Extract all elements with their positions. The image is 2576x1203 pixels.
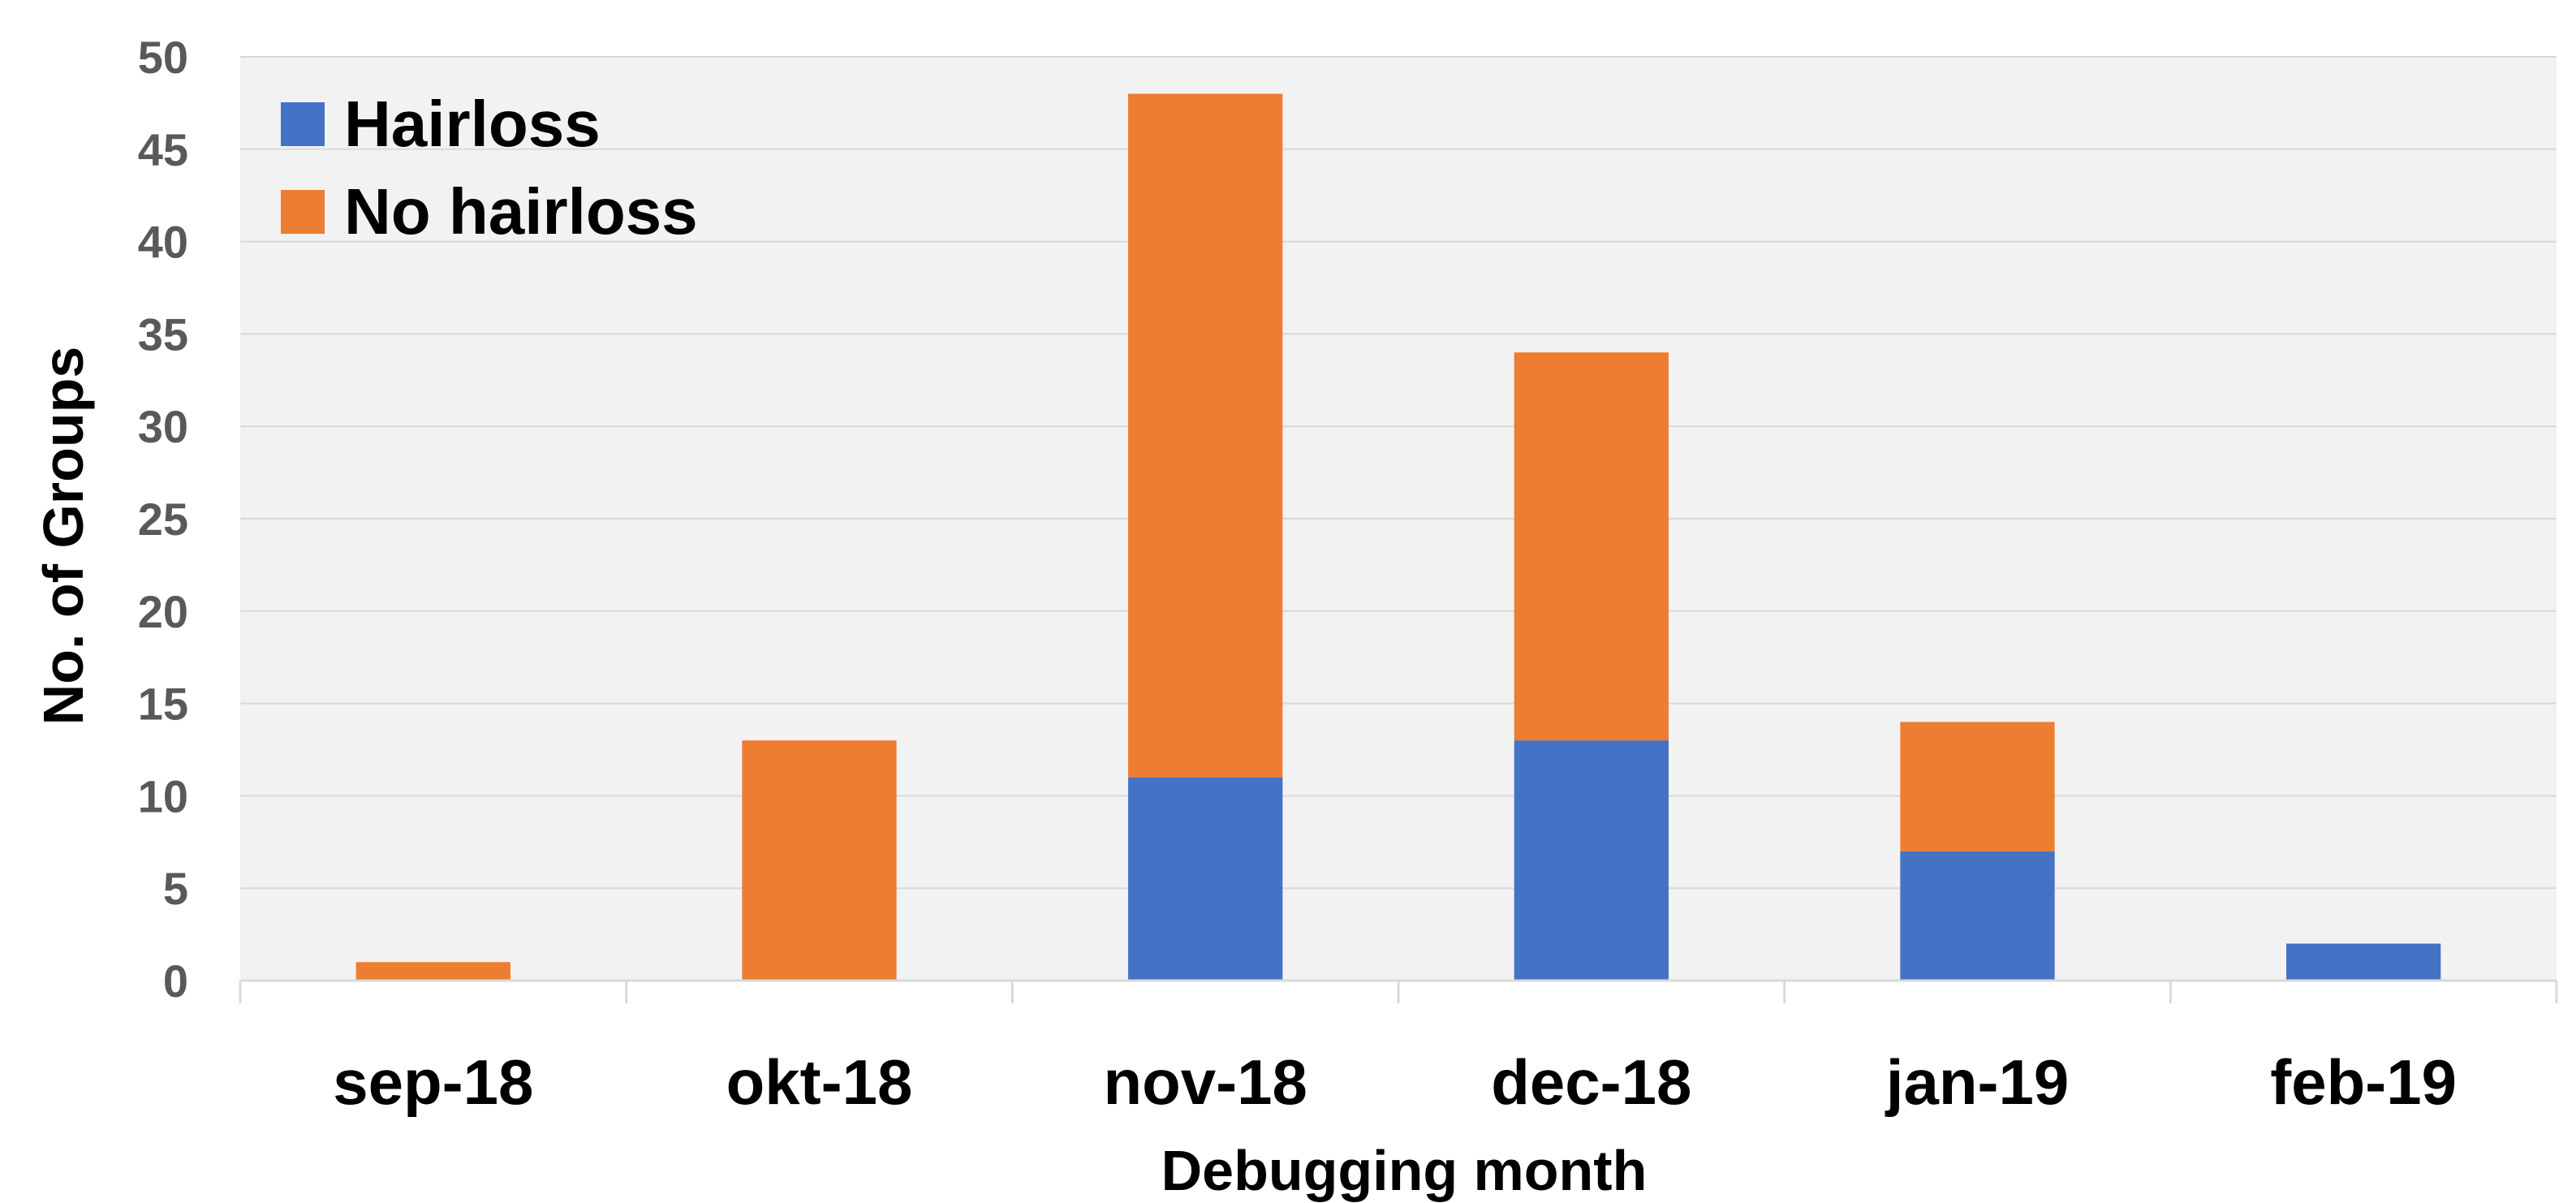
y-tick-label: 50 bbox=[138, 32, 188, 83]
x-tick-label: jan-19 bbox=[1885, 1046, 2069, 1118]
y-tick-label: 0 bbox=[163, 955, 188, 1007]
legend: Hairloss No hairloss bbox=[281, 88, 698, 248]
bar-hairloss-jan-19 bbox=[1900, 851, 2055, 981]
y-tick-label: 15 bbox=[138, 679, 188, 730]
x-tick-label: feb-19 bbox=[2270, 1046, 2457, 1118]
y-tick-label: 40 bbox=[138, 217, 188, 268]
y-tick-label: 20 bbox=[138, 586, 188, 637]
x-axis-ticks: sep-18 okt-18 nov-18 dec-18 jan-19 feb-19 bbox=[333, 1046, 2457, 1118]
bar-hairloss-feb-19 bbox=[2286, 943, 2441, 981]
y-axis-ticks: 0 5 10 15 20 25 30 35 40 45 50 bbox=[138, 32, 188, 1007]
legend-swatch-hairloss bbox=[281, 102, 325, 146]
gridlines bbox=[240, 56, 2557, 890]
y-tick-label: 25 bbox=[138, 494, 188, 545]
x-tick-label: okt-18 bbox=[726, 1046, 913, 1118]
legend-label-no-hairloss: No hairloss bbox=[344, 175, 698, 248]
bar-hairloss-nov-18 bbox=[1128, 777, 1283, 981]
x-tick-label: sep-18 bbox=[333, 1046, 533, 1118]
bar-no-hairloss-nov-18 bbox=[1128, 93, 1283, 778]
legend-swatch-no-hairloss bbox=[281, 190, 325, 234]
legend-label-hairloss: Hairloss bbox=[344, 88, 601, 160]
y-tick-label: 35 bbox=[138, 308, 188, 360]
y-tick-label: 5 bbox=[163, 863, 188, 914]
bar-no-hairloss-sep-18 bbox=[355, 962, 510, 981]
bar-hairloss-dec-18 bbox=[1514, 740, 1669, 981]
bar-no-hairloss-okt-18 bbox=[742, 740, 897, 981]
x-tick-label: nov-18 bbox=[1103, 1046, 1307, 1118]
bars bbox=[355, 93, 2441, 981]
y-tick-label: 30 bbox=[138, 401, 188, 452]
bar-no-hairloss-jan-19 bbox=[1900, 722, 2055, 852]
bar-no-hairloss-dec-18 bbox=[1514, 352, 1669, 741]
x-axis-title: Debugging month bbox=[1161, 1139, 1648, 1202]
y-tick-label: 10 bbox=[138, 770, 188, 821]
x-tick-label: dec-18 bbox=[1491, 1046, 1691, 1118]
y-axis-title: No. of Groups bbox=[32, 347, 95, 726]
x-axis bbox=[239, 979, 2558, 1003]
y-tick-label: 45 bbox=[138, 124, 188, 175]
